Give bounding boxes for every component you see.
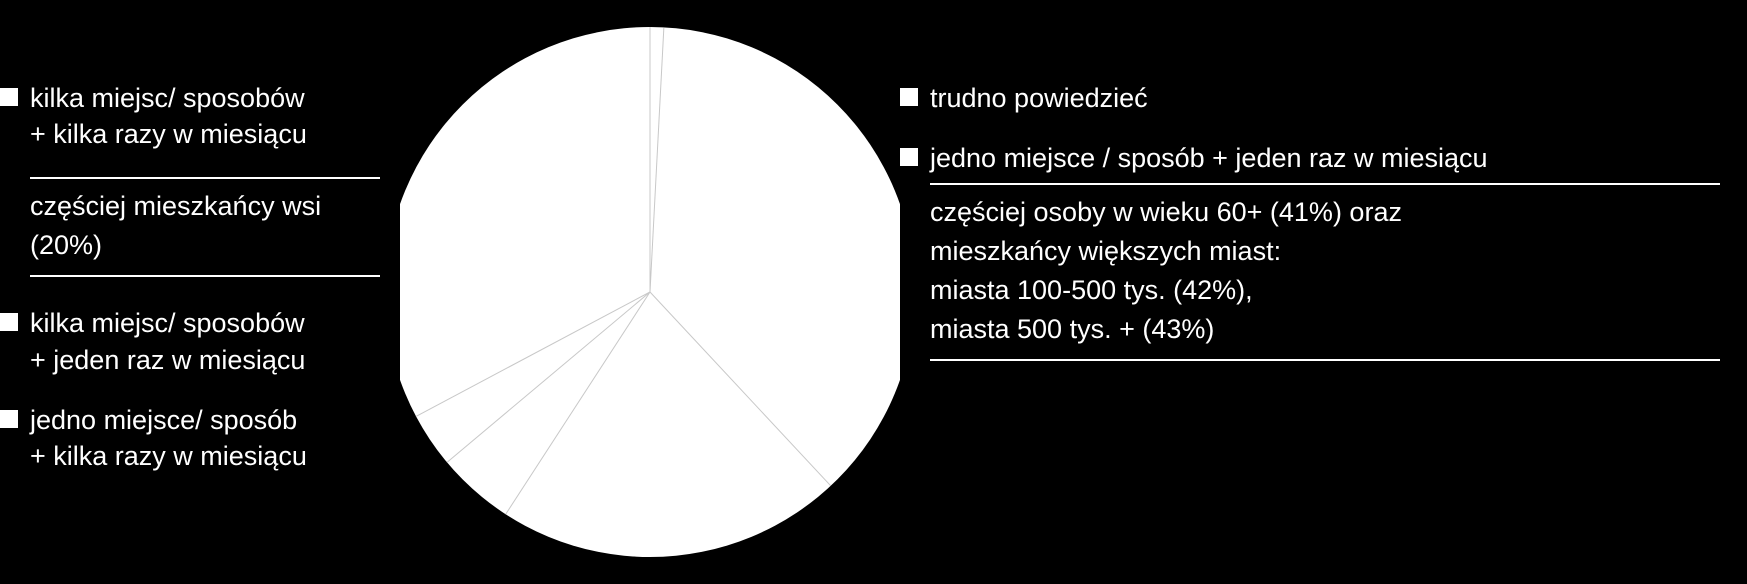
legend-swatch-icon bbox=[900, 88, 918, 106]
legend-swatch-icon bbox=[0, 410, 18, 428]
legend-item: trudno powiedzieć bbox=[900, 80, 1720, 116]
legend-left: kilka miejsc/ sposobów+ kilka razy w mie… bbox=[0, 80, 380, 499]
legend-swatch-icon bbox=[0, 88, 18, 106]
legend-item: kilka miejsc/ sposobów+ kilka razy w mie… bbox=[0, 80, 380, 153]
legend-swatch-icon bbox=[900, 148, 918, 166]
legend-item: jedno miejsce / sposób + jeden raz w mie… bbox=[900, 140, 1720, 176]
legend-label: kilka miejsc/ sposobów+ kilka razy w mie… bbox=[30, 80, 380, 153]
legend-item: jedno miejsce/ sposób+ kilka razy w mies… bbox=[0, 402, 380, 475]
legend-note: częściej mieszkańcy wsi (20%) bbox=[30, 177, 380, 277]
legend-label: jedno miejsce / sposób + jeden raz w mie… bbox=[930, 140, 1720, 176]
legend-label: trudno powiedzieć bbox=[930, 80, 1720, 116]
pie-chart bbox=[400, 0, 900, 584]
legend-label: kilka miejsc/ sposobów+ jeden raz w mies… bbox=[30, 305, 380, 378]
legend-swatch-icon bbox=[0, 313, 18, 331]
legend-right: trudno powiedzieć jedno miejsce / sposób… bbox=[900, 80, 1720, 389]
pie-svg bbox=[400, 0, 900, 584]
legend-item: kilka miejsc/ sposobów+ jeden raz w mies… bbox=[0, 305, 380, 378]
legend-label: jedno miejsce/ sposób+ kilka razy w mies… bbox=[30, 402, 380, 475]
legend-note: częściej osoby w wieku 60+ (41%) orazmie… bbox=[930, 183, 1720, 362]
